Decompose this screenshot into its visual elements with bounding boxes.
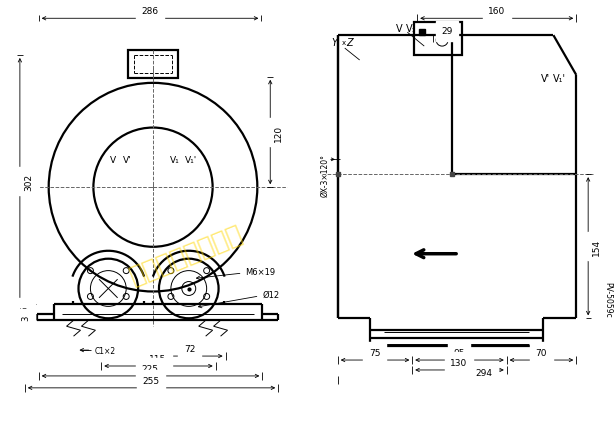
Text: M6×19: M6×19 — [196, 267, 276, 280]
Text: V': V' — [123, 155, 132, 164]
Text: 160: 160 — [488, 7, 506, 16]
Text: 225: 225 — [141, 364, 159, 373]
Text: 南京兴乐机电设备: 南京兴乐机电设备 — [125, 221, 246, 288]
Text: V₁: V₁ — [170, 155, 180, 164]
Text: V: V — [110, 155, 116, 164]
Text: Y: Y — [332, 38, 338, 48]
Text: 302: 302 — [24, 173, 33, 190]
Bar — [415, 23, 462, 56]
Text: ØX-3×120°: ØX-3×120° — [320, 153, 330, 196]
Text: x: x — [342, 40, 346, 46]
Bar — [128, 51, 178, 79]
Text: 29: 29 — [442, 27, 453, 36]
Text: C1×2: C1×2 — [94, 346, 116, 355]
Text: V: V — [396, 24, 403, 34]
Text: 3: 3 — [21, 315, 30, 320]
Text: 130: 130 — [450, 358, 467, 367]
Text: Ø12: Ø12 — [199, 290, 279, 308]
Text: 75: 75 — [369, 348, 380, 357]
Text: 95: 95 — [453, 348, 465, 357]
Text: 294: 294 — [475, 368, 493, 377]
Text: V₁': V₁' — [553, 74, 566, 83]
Text: V₁: V₁ — [406, 24, 416, 34]
Text: 70: 70 — [536, 348, 547, 357]
Text: 286: 286 — [141, 7, 159, 16]
Text: 46: 46 — [21, 304, 30, 315]
Text: Z: Z — [346, 38, 353, 48]
Text: PV-5059c: PV-5059c — [603, 281, 613, 317]
Text: V₁': V₁' — [184, 155, 197, 164]
Text: 72: 72 — [184, 344, 196, 353]
Text: V': V' — [541, 74, 550, 83]
Text: 115: 115 — [149, 354, 167, 363]
Text: 255: 255 — [143, 376, 159, 385]
Text: 120: 120 — [274, 124, 284, 141]
Text: 154: 154 — [592, 238, 601, 255]
